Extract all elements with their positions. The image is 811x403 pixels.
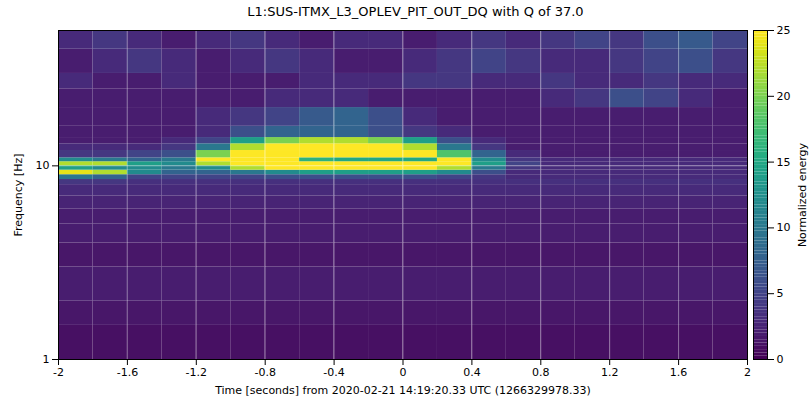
svg-text:-0.8: -0.8 <box>254 366 275 379</box>
svg-text:0: 0 <box>400 366 407 379</box>
html-text:L1:SUS-ITMX_L3_OPLEV_PIT_OUT_D: L1:SUS-ITMX_L3_OPLEV_PIT_OUT_DQ with Q o… <box>247 4 584 19</box>
svg-text:15: 15 <box>777 156 791 169</box>
svg-text:2: 2 <box>744 366 751 379</box>
svg-text:Time [seconds] from 2020-02-21: Time [seconds] from 2020-02-21 14:19:20.… <box>214 384 591 397</box>
svg-text:Normalized energy: Normalized energy <box>796 142 809 247</box>
svg-text:-2: -2 <box>53 366 64 379</box>
svg-text:-0.4: -0.4 <box>323 366 344 379</box>
svg-text:10: 10 <box>36 159 50 172</box>
svg-text:1.2: 1.2 <box>601 366 619 379</box>
svg-text:-1.6: -1.6 <box>117 366 138 379</box>
svg-text:5: 5 <box>777 287 784 300</box>
svg-text:0.4: 0.4 <box>463 366 481 379</box>
svg-text:20: 20 <box>777 90 791 103</box>
svg-text:1: 1 <box>43 353 50 366</box>
svg-text:25: 25 <box>777 24 791 37</box>
svg-text:10: 10 <box>777 221 791 234</box>
svg-text:-1.2: -1.2 <box>186 366 207 379</box>
svg-text:0.8: 0.8 <box>532 366 550 379</box>
svg-text:0: 0 <box>777 353 784 366</box>
svg-text:1.6: 1.6 <box>670 366 688 379</box>
svg-text:Frequency [Hz]: Frequency [Hz] <box>12 154 25 237</box>
